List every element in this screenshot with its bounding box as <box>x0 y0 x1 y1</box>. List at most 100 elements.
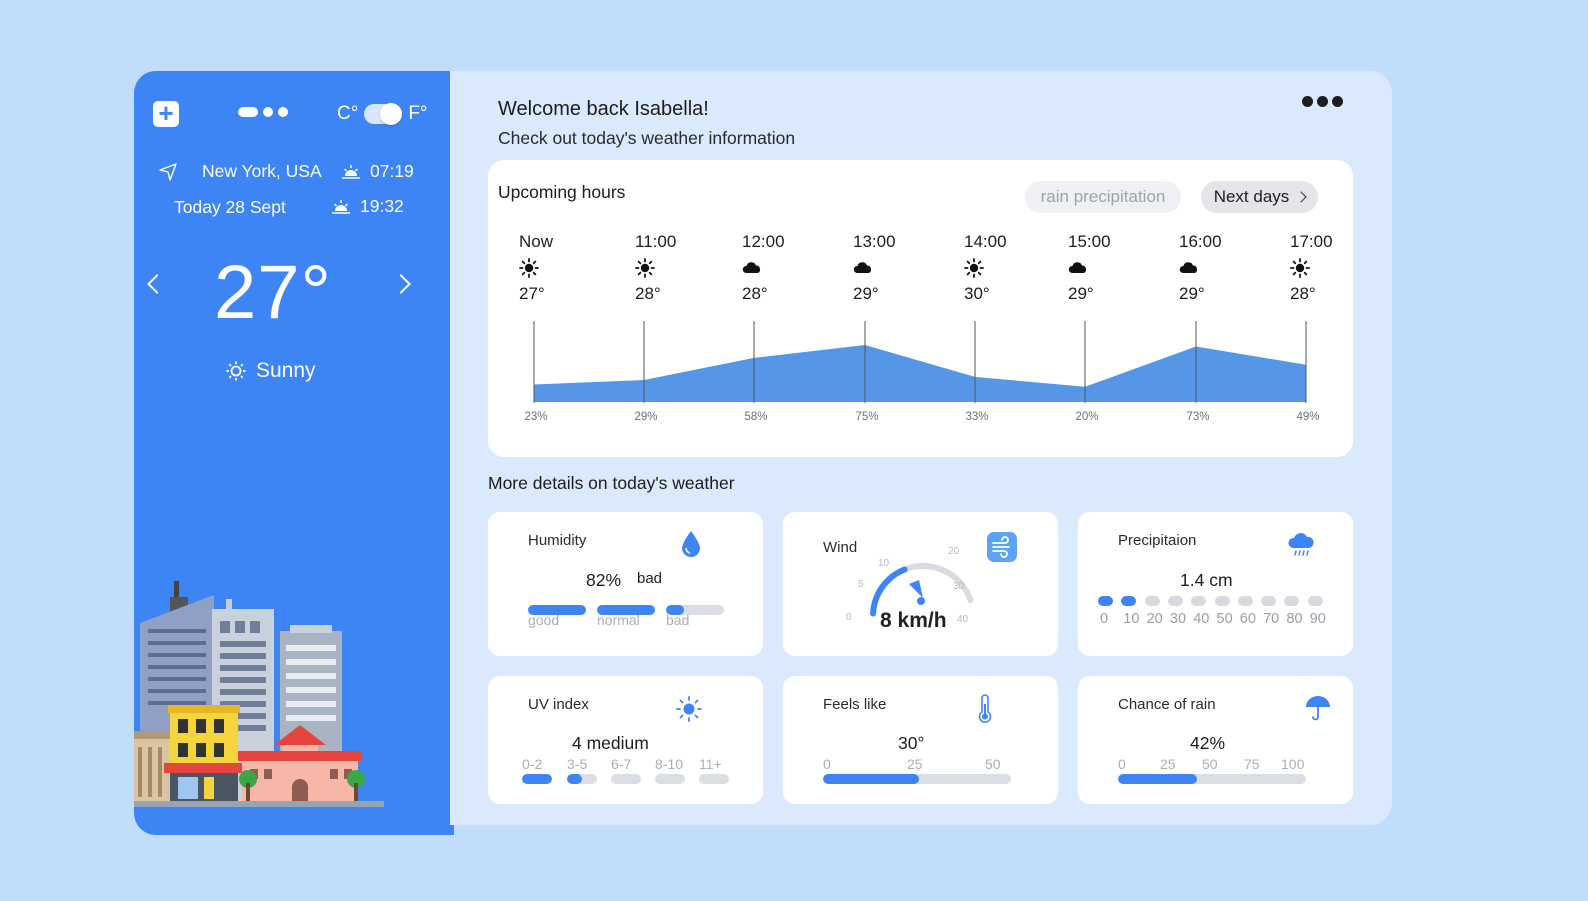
rain-scale-tick-label: 25 <box>1160 756 1176 772</box>
unit-celsius-label: C° <box>337 103 359 124</box>
hour-time: 11:00 <box>635 232 677 251</box>
uv-scale-segment <box>567 774 597 784</box>
wind-tick-label: 30 <box>953 581 965 592</box>
wind-needle-hub <box>917 597 925 605</box>
hour-time: 15:00 <box>1068 232 1111 251</box>
wind-tick-label: 5 <box>858 579 864 590</box>
precipitation-label: Precipitaion <box>1118 532 1197 549</box>
sunset-row: 19:32 <box>332 196 404 217</box>
hour-time: 12:00 <box>742 232 785 251</box>
more-options-button[interactable] <box>1302 96 1343 107</box>
cloud-icon <box>1179 258 1199 278</box>
uv-scale-segment-fill <box>522 774 552 784</box>
unit-fahrenheit-label: F° <box>408 103 428 124</box>
main-panel: Welcome back Isabella! Check out today's… <box>450 71 1392 825</box>
precipitation-label: 20% <box>1075 411 1098 423</box>
precipitation-area <box>534 345 1306 402</box>
location-name: New York, USA <box>202 161 322 181</box>
precipitation-tick-label: 80 <box>1286 611 1303 627</box>
precipitation-tick-label: 10 <box>1123 611 1140 627</box>
hour-temperature: 28° <box>635 284 661 303</box>
upcoming-hours-title: Upcoming hours <box>498 182 626 202</box>
hour-temperature: 29° <box>1179 284 1205 303</box>
precipitation-tick-label: 50 <box>1216 611 1233 627</box>
hour-column[interactable]: 17:00 28° <box>1290 232 1350 303</box>
precipitation-tick-label: 70 <box>1263 611 1280 627</box>
current-temperature: 27° <box>214 250 332 335</box>
humidity-bar-normal <box>597 605 655 615</box>
add-location-button[interactable]: + <box>153 98 179 128</box>
humidity-label: Humidity <box>528 532 587 549</box>
sun-icon <box>676 696 702 722</box>
rain-scale-tick-label: 0 <box>1118 756 1126 772</box>
precipitation-tick-label: 60 <box>1239 611 1256 627</box>
rain-scale-tick-label: 100 <box>1281 756 1305 772</box>
sunrise-row: 07:19 <box>342 161 414 182</box>
cloud-icon <box>853 258 873 278</box>
rain-cloud-icon <box>1288 533 1314 556</box>
page-dot-active <box>238 107 258 117</box>
feels-scale-tick-label: 25 <box>907 756 923 772</box>
hour-column[interactable]: 16:00 29° <box>1179 232 1239 303</box>
plus-icon: + <box>158 98 174 128</box>
wind-tick-label: 20 <box>948 546 960 557</box>
humidity-bar-good <box>528 605 586 615</box>
precipitation-scale-dot <box>1261 596 1277 606</box>
hour-column[interactable]: 12:00 28° <box>742 232 802 303</box>
sunrise-icon <box>342 164 360 179</box>
hour-temperature: 30° <box>964 284 990 303</box>
humidity-scale-good: good <box>528 612 560 628</box>
precipitation-card: Precipitaion 1.4 cm 0 10 20 30 40 50 60 70 80 90 <box>1078 512 1353 656</box>
hour-column[interactable]: Now 27° <box>519 232 579 303</box>
precipitation-scale-dot <box>1284 596 1300 606</box>
precipitation-label: 23% <box>524 411 547 423</box>
location-arrow-icon <box>159 162 177 181</box>
wind-needle <box>909 580 923 598</box>
uv-tick-label: 6-7 <box>611 756 632 772</box>
humidity-status: bad <box>637 570 663 587</box>
hour-column[interactable]: 11:00 28° <box>635 232 695 303</box>
precipitation-tick-label: 40 <box>1193 611 1210 627</box>
rain-scale-track <box>1118 774 1306 784</box>
rain-precipitation-button[interactable]: rain precipitation <box>1025 181 1181 213</box>
location-row[interactable]: New York, USA <box>158 161 322 182</box>
rain-scale-tick-label: 50 <box>1202 756 1218 772</box>
wind-gauge: 0 5 10 20 30 40 <box>846 546 974 625</box>
unit-switch[interactable] <box>364 103 403 125</box>
hour-time: 17:00 <box>1290 232 1333 251</box>
wind-card: Wind 0 5 10 20 30 40 8 km/h <box>783 512 1058 656</box>
wind-tick-label: 40 <box>957 614 969 625</box>
hour-temperature: 28° <box>1290 284 1316 303</box>
humidity-bar-bad-fill <box>666 605 684 615</box>
hour-column[interactable]: 13:00 29° <box>853 232 913 303</box>
precipitation-value: 1.4 cm <box>1180 570 1233 590</box>
precipitation-scale-dot <box>1237 596 1253 606</box>
next-location-button[interactable] <box>391 274 411 294</box>
feels-like-value: 30° <box>898 733 925 753</box>
wind-value: 8 km/h <box>880 609 947 632</box>
hour-column[interactable]: 14:00 30° <box>964 232 1024 303</box>
humidity-bar-bad <box>666 605 724 615</box>
uv-tick-label: 3-5 <box>567 756 588 772</box>
precipitation-scale-dot <box>1214 596 1230 606</box>
uv-scale-segment <box>655 774 685 784</box>
page-dot <box>278 107 288 117</box>
sunrise-time: 07:19 <box>370 161 414 181</box>
water-drop-icon <box>682 531 700 557</box>
hour-temperature: 27° <box>519 284 545 303</box>
hour-column[interactable]: 15:00 29° <box>1068 232 1128 303</box>
unit-toggle[interactable]: C° F° <box>337 103 428 125</box>
page-indicator[interactable] <box>238 107 288 117</box>
wind-tick-label: 10 <box>878 558 890 569</box>
precipitation-tick-label: 30 <box>1169 611 1187 627</box>
humidity-scale-bad: bad <box>666 612 690 628</box>
precipitation-label: 49% <box>1296 411 1319 423</box>
previous-location-button[interactable] <box>147 274 167 294</box>
precipitation-label: 33% <box>965 411 988 423</box>
humidity-scale-normal: normal <box>597 612 640 628</box>
uv-index-card: UV index 4 medium 0-2 3-5 6-7 8-10 11+ <box>488 676 763 804</box>
next-days-button[interactable]: Next days <box>1201 181 1318 213</box>
cloud-icon <box>1068 258 1088 278</box>
precipitation-scale-dot <box>1307 596 1323 606</box>
sunset-time: 19:32 <box>360 196 404 216</box>
